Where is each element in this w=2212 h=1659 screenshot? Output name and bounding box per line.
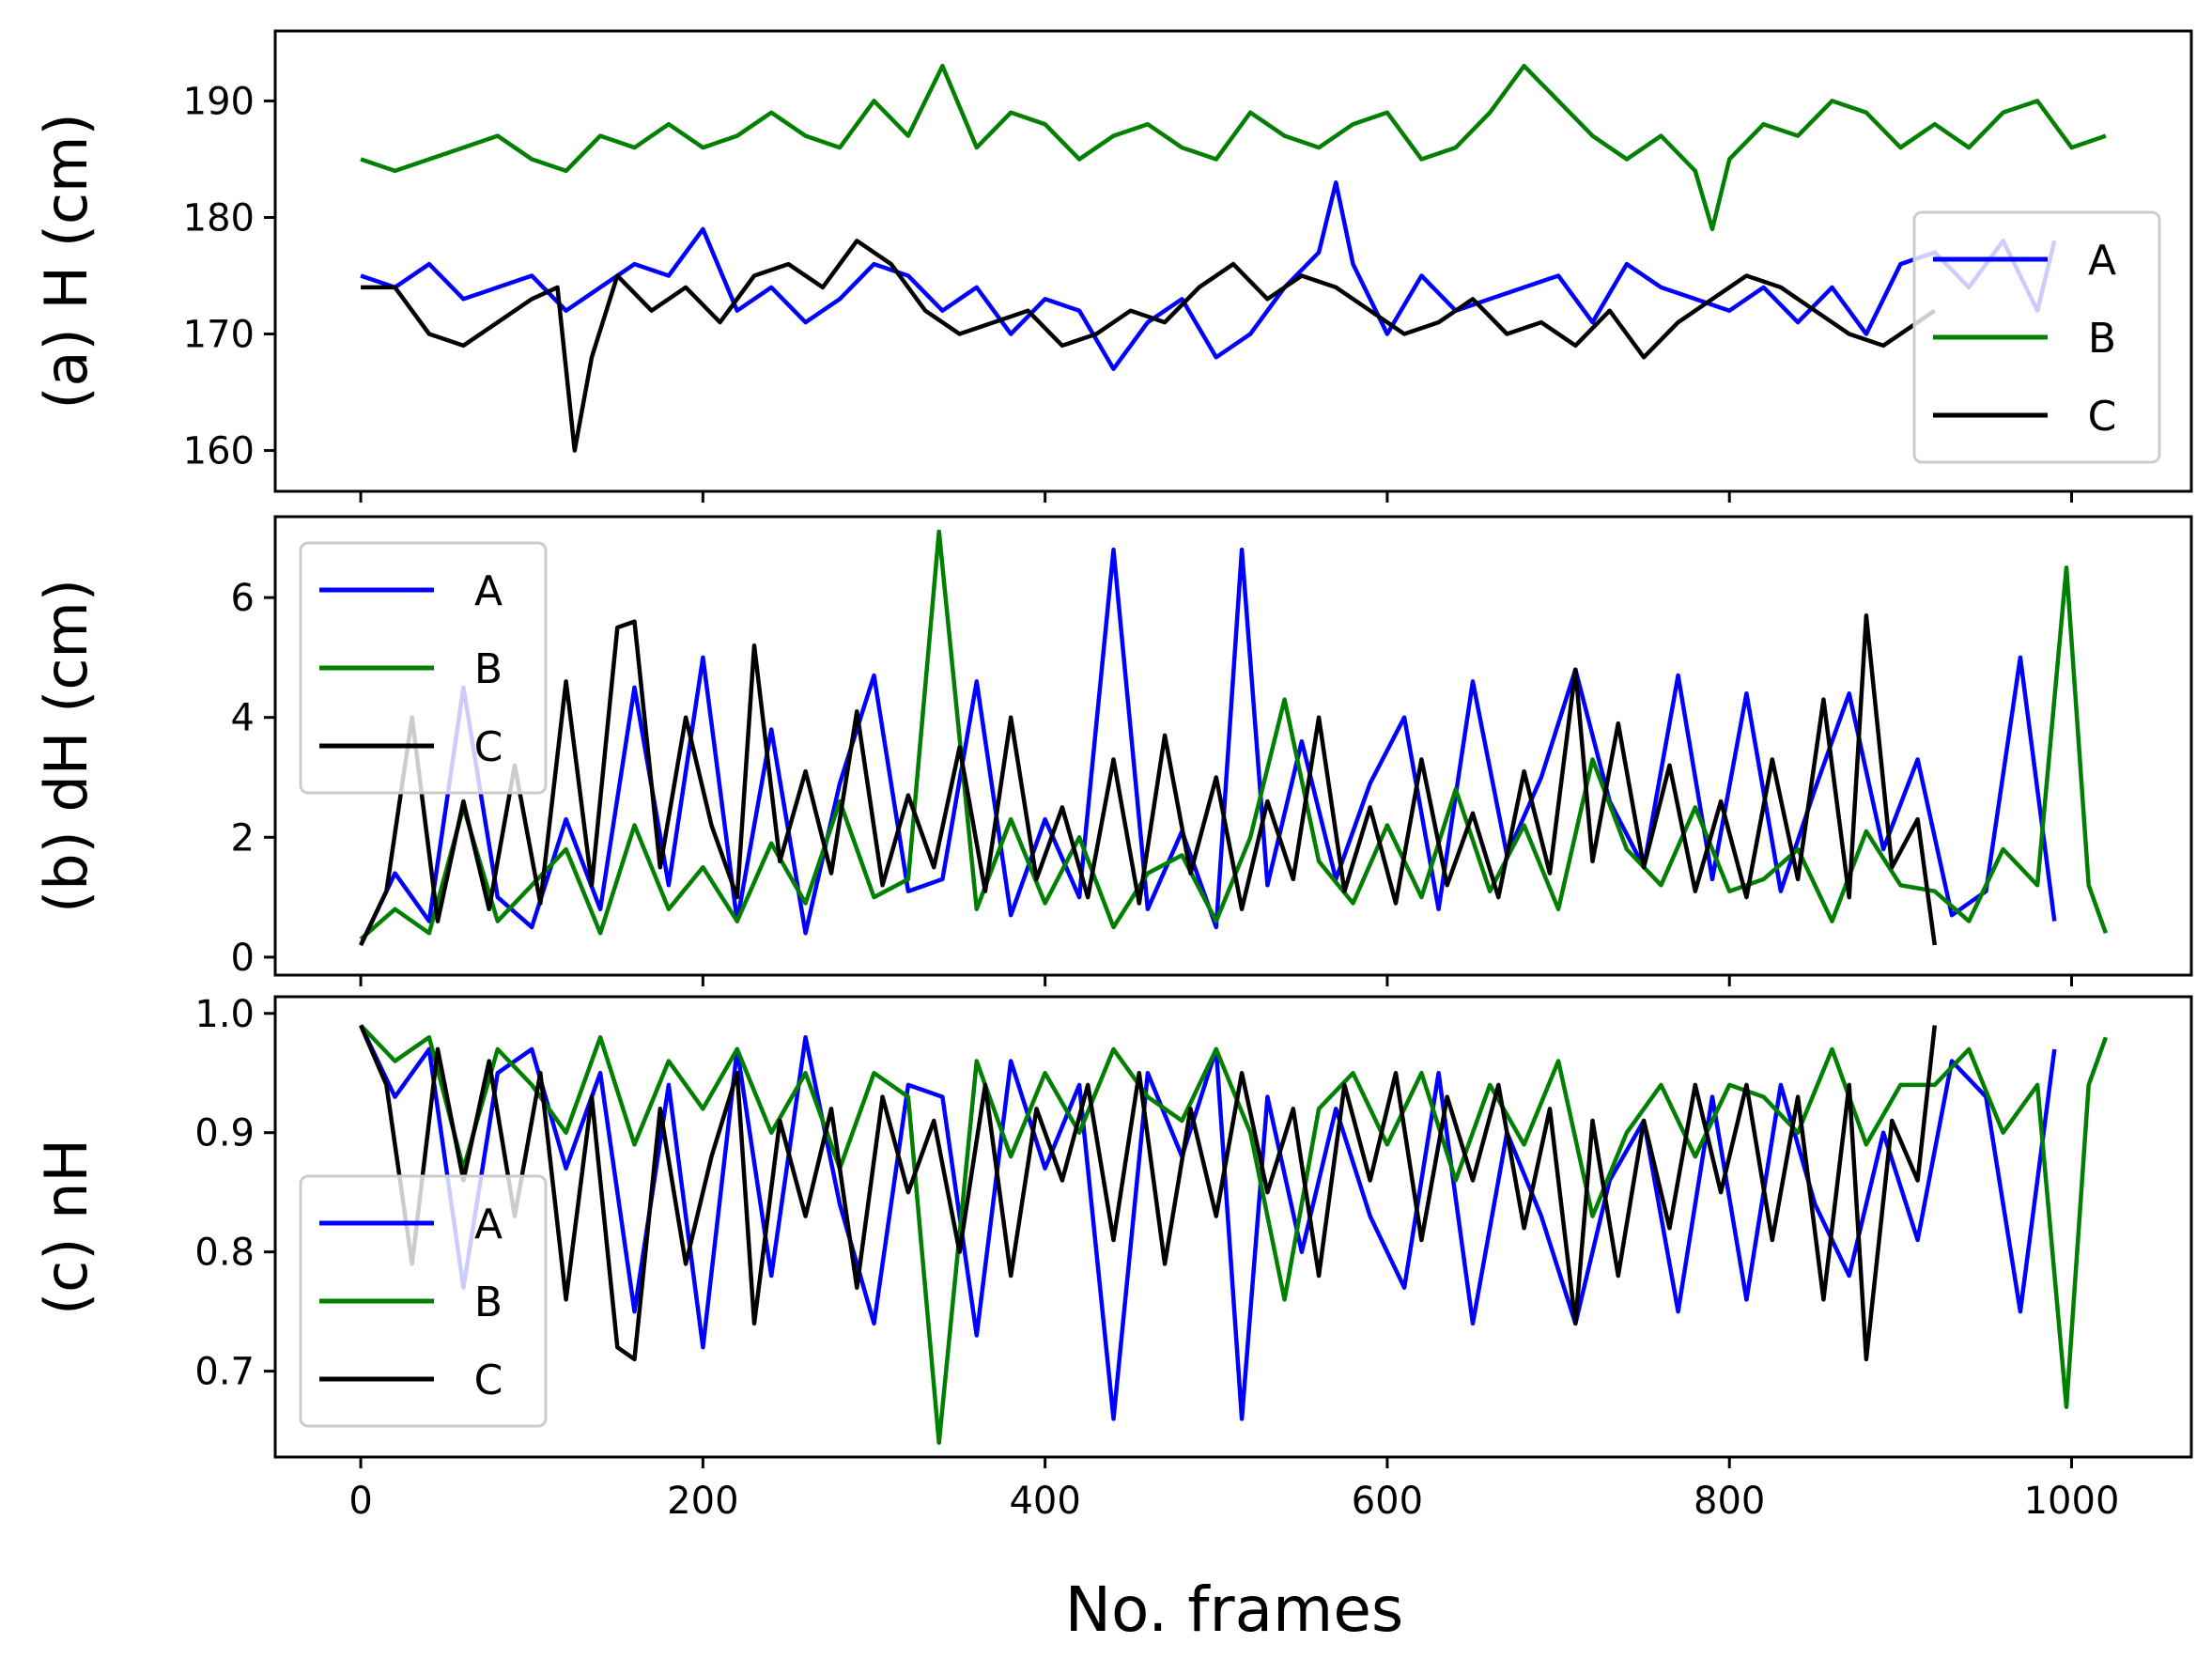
series-line-b: [360, 63, 2107, 232]
y-tick-label: 0.8: [194, 1232, 255, 1275]
y-tick-label: 0.7: [194, 1351, 255, 1394]
legend-label-a: A: [474, 1201, 503, 1248]
legend: ABC: [1912, 210, 2161, 464]
legend-label-c: C: [2088, 393, 2117, 441]
series-line-b: [359, 529, 2109, 941]
legend-label-a: A: [2088, 237, 2116, 285]
y-tick-label: 2: [231, 816, 255, 860]
legend: ABC: [299, 541, 548, 795]
subplot-1: 160 170 180 190 (a) H (cm) ABC: [32, 29, 2193, 503]
x-tick-label: 600: [1352, 1480, 1423, 1523]
y-tick-label: 6: [231, 577, 255, 620]
y-tick-label: 0.9: [194, 1112, 255, 1155]
subplot-3: 0 200 400 600 800 1000 0.7 0.8 0.9 1.0 (c) nH ABC: [32, 993, 2193, 1523]
legend-label-b: B: [474, 645, 503, 693]
x-tick-label: 200: [667, 1480, 738, 1523]
legend-label-b: B: [474, 1279, 503, 1326]
y-axis-label: (b) dH (cm): [32, 579, 101, 913]
series-group: [359, 529, 2109, 947]
axes-frame: [273, 515, 2193, 977]
series-line-c: [361, 239, 1937, 453]
y-tick-label: 180: [183, 196, 255, 240]
legend-label-c: C: [474, 1357, 503, 1404]
series-line-b: [359, 1023, 2109, 1446]
series-line-c: [359, 1024, 1938, 1362]
y-axis-label: (c) nH: [32, 1139, 101, 1315]
y-tick-label: 170: [183, 314, 255, 357]
legend-label-b: B: [2088, 315, 2116, 363]
subplot-2: 0 2 4 6 (b) dH (cm) ABC: [32, 515, 2193, 986]
x-tick-label: 800: [1694, 1480, 1765, 1523]
legend-label-a: A: [474, 567, 503, 615]
series-group: [359, 1023, 2109, 1446]
legend-label-c: C: [474, 723, 503, 771]
x-tick-label: 1000: [2024, 1480, 2120, 1523]
series-line-a: [360, 180, 2057, 371]
axes-frame: [273, 29, 2193, 493]
series-line-a: [359, 547, 2057, 947]
series-line-c: [359, 613, 1938, 947]
y-axis-label: (a) H (cm): [32, 113, 101, 409]
axes-frame: [273, 995, 2193, 1459]
series-group: [360, 63, 2107, 453]
y-tick-label: 160: [183, 430, 255, 473]
y-tick-label: 1.0: [194, 993, 255, 1036]
y-tick-label: 4: [231, 697, 255, 740]
y-tick-label: 190: [183, 80, 255, 123]
x-tick-label: 0: [348, 1480, 372, 1523]
legend: ABC: [299, 1174, 548, 1428]
x-axis-label: No. frames: [1065, 1574, 1404, 1646]
x-tick-label: 400: [1009, 1480, 1080, 1523]
y-tick-label: 0: [231, 937, 255, 980]
